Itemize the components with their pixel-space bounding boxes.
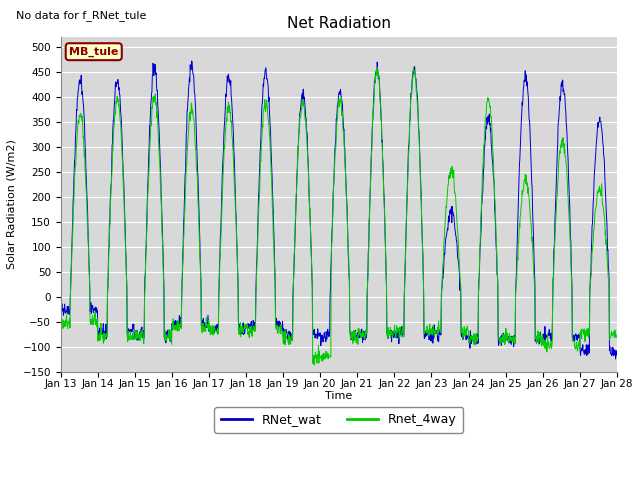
Rnet_4way — [57, 319, 65, 325]
RNet_wat — [188, 58, 196, 64]
RNet_wat — [547, 338, 555, 344]
RNet_wat — [167, 331, 175, 337]
Rnet_4way — [613, 332, 621, 338]
X-axis label: Time: Time — [325, 391, 353, 401]
Rnet_4way — [499, 337, 506, 343]
Line: Rnet_4way: Rnet_4way — [61, 67, 617, 365]
Rnet_4way — [243, 324, 250, 330]
RNet_wat — [180, 197, 188, 203]
Title: Net Radiation: Net Radiation — [287, 16, 391, 31]
Legend: RNet_wat, Rnet_4way: RNet_wat, Rnet_4way — [214, 407, 463, 432]
RNet_wat — [498, 338, 506, 344]
Rnet_4way — [180, 209, 188, 215]
Rnet_4way — [426, 321, 434, 327]
Line: RNet_wat: RNet_wat — [61, 61, 617, 359]
RNet_wat — [612, 356, 620, 362]
RNet_wat — [426, 336, 433, 341]
Rnet_4way — [410, 64, 417, 70]
RNet_wat — [243, 324, 251, 330]
Text: No data for f_RNet_tule: No data for f_RNet_tule — [16, 10, 147, 21]
Rnet_4way — [310, 362, 318, 368]
RNet_wat — [613, 348, 621, 354]
Rnet_4way — [167, 328, 175, 334]
Text: MB_tule: MB_tule — [69, 47, 118, 57]
Rnet_4way — [548, 346, 556, 351]
RNet_wat — [57, 305, 65, 311]
Y-axis label: Solar Radiation (W/m2): Solar Radiation (W/m2) — [7, 139, 17, 269]
